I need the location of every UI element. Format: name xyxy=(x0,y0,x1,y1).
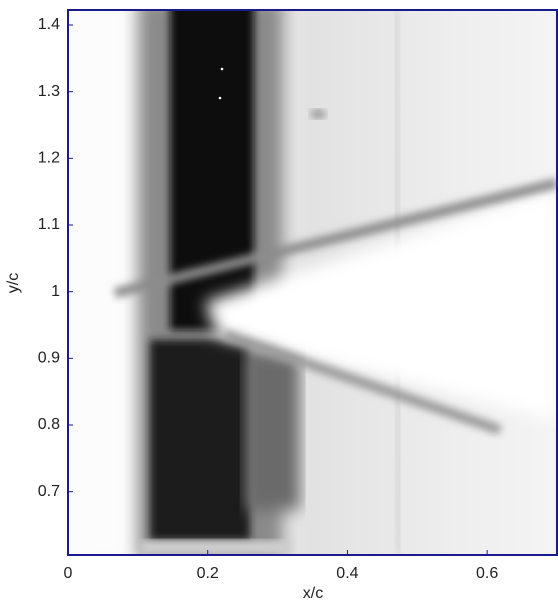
y-tick-label: 1.3 xyxy=(38,83,60,100)
y-tick-label: 1.1 xyxy=(38,216,60,233)
x-tick-label: 0 xyxy=(64,565,73,582)
y-tick-label: 1 xyxy=(51,283,60,300)
plot-frame xyxy=(67,9,558,556)
y-tick-label: 0.8 xyxy=(38,416,60,433)
y-tick-label: 1.2 xyxy=(38,150,60,167)
y-tick-label: 0.9 xyxy=(38,350,60,367)
y-tick-label: 0.7 xyxy=(38,483,60,500)
x-tick-label: 0.4 xyxy=(336,565,358,582)
y-axis-label: y/c xyxy=(5,273,22,293)
schlieren-image xyxy=(68,10,557,555)
x-tick-label: 0.6 xyxy=(476,565,498,582)
x-axis-label: x/c xyxy=(303,585,323,602)
x-tick-label: 0.2 xyxy=(197,565,219,582)
y-tick-label: 1.4 xyxy=(38,16,60,33)
